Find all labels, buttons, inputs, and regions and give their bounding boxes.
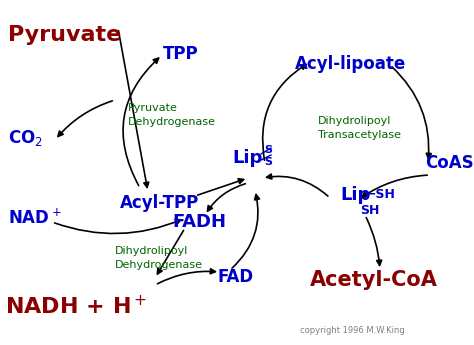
Text: SH: SH xyxy=(360,204,379,217)
Text: S: S xyxy=(264,145,272,155)
Text: Pyruvate
Dehydrogenase: Pyruvate Dehydrogenase xyxy=(128,104,216,127)
Text: NADH + H$^+$: NADH + H$^+$ xyxy=(5,295,147,318)
Text: Acetyl-CoA: Acetyl-CoA xyxy=(310,270,438,290)
Text: S: S xyxy=(264,157,272,167)
Text: Lip: Lip xyxy=(232,149,263,167)
Text: CoASH: CoASH xyxy=(425,154,474,172)
Text: copyright 1996 M.W.King: copyright 1996 M.W.King xyxy=(300,326,405,335)
Text: FAD: FAD xyxy=(218,268,254,286)
Text: Acyl-lipoate: Acyl-lipoate xyxy=(295,55,406,73)
Text: Pyruvate: Pyruvate xyxy=(8,25,121,45)
Text: Lip: Lip xyxy=(340,186,370,204)
Text: Dihydrolipoyl
Dehydrogenase: Dihydrolipoyl Dehydrogenase xyxy=(115,246,203,269)
Text: Acyl-TPP: Acyl-TPP xyxy=(120,194,199,212)
Text: −SH: −SH xyxy=(366,188,396,201)
Text: TPP: TPP xyxy=(163,45,199,63)
Text: NAD$^+$: NAD$^+$ xyxy=(8,208,62,228)
Text: CO$_2$: CO$_2$ xyxy=(8,128,43,148)
Text: FADH: FADH xyxy=(172,213,226,231)
Text: Dihydrolipoyl
Transacetylase: Dihydrolipoyl Transacetylase xyxy=(318,116,401,140)
